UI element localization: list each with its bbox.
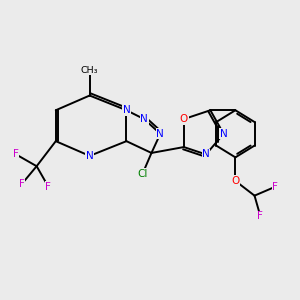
Text: F: F bbox=[257, 211, 263, 221]
Text: N: N bbox=[140, 114, 148, 124]
Text: N: N bbox=[220, 129, 227, 139]
Text: CH₃: CH₃ bbox=[81, 66, 98, 75]
Text: O: O bbox=[231, 176, 239, 186]
Text: N: N bbox=[86, 151, 94, 161]
Text: Cl: Cl bbox=[137, 169, 148, 178]
Text: F: F bbox=[272, 182, 278, 192]
Text: F: F bbox=[19, 179, 25, 189]
Text: N: N bbox=[156, 129, 164, 139]
Text: N: N bbox=[123, 105, 130, 115]
Text: F: F bbox=[13, 149, 19, 159]
Text: O: O bbox=[180, 114, 188, 124]
Text: N: N bbox=[202, 149, 210, 159]
Text: F: F bbox=[46, 182, 51, 192]
